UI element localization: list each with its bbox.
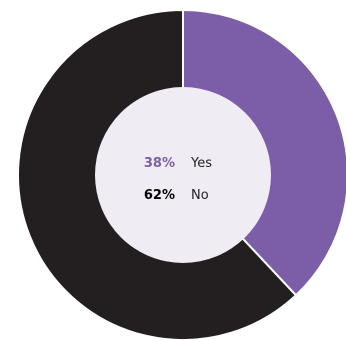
legend-yes-percent: 38% <box>144 156 175 171</box>
donut-center-hole <box>95 87 271 263</box>
center-legend: 38% Yes 62% No <box>144 156 212 203</box>
legend-yes-label: Yes <box>190 156 212 171</box>
legend-no-label: No <box>191 188 209 203</box>
legend-no-percent: 62% <box>144 188 175 203</box>
